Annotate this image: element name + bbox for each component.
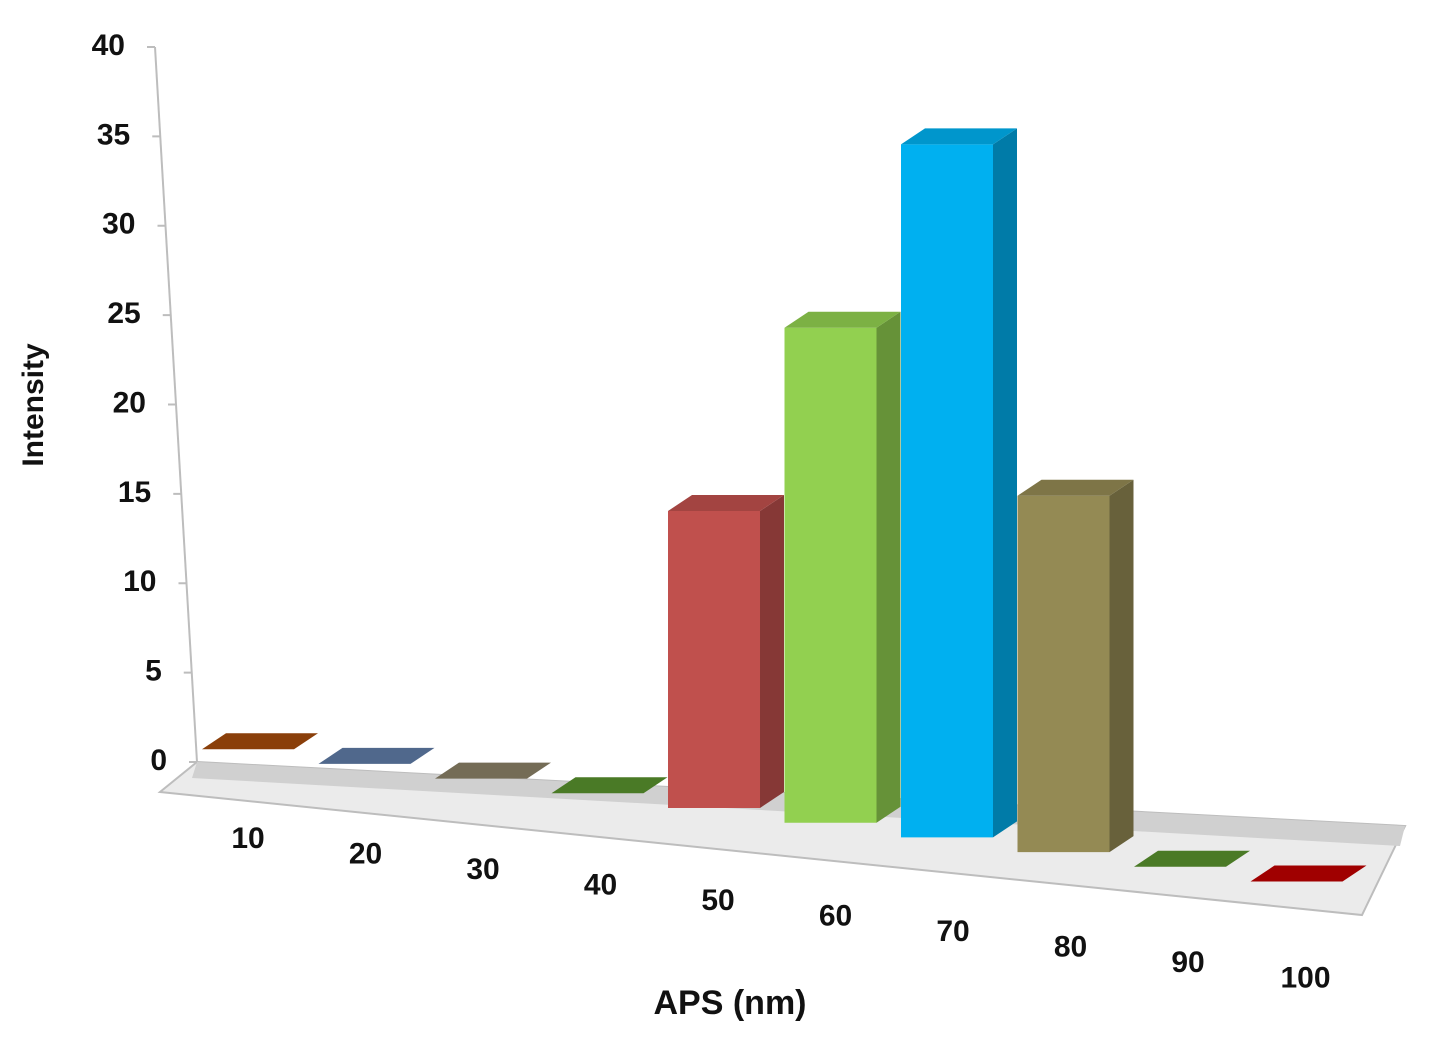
y-axis-title: Intensity (17, 343, 50, 467)
y-tick-label: 0 (150, 744, 167, 777)
y-tick-label: 35 (97, 118, 130, 151)
x-tick-label: 80 (1054, 930, 1087, 963)
bar-top (551, 777, 668, 794)
bar (1134, 850, 1250, 867)
y-tick-label: 15 (118, 476, 151, 509)
bar-front (1017, 495, 1110, 853)
x-tick-label: 50 (701, 884, 734, 917)
bar (784, 311, 901, 823)
bar-top (1250, 865, 1367, 882)
y-tick-label: 5 (145, 655, 162, 688)
bar-top (202, 733, 318, 750)
bar (318, 747, 435, 764)
bar-front (668, 511, 760, 808)
bar (435, 762, 551, 779)
bar-side (1109, 479, 1134, 853)
bar-top (668, 495, 784, 511)
bar (551, 777, 668, 794)
y-tick-label: 25 (107, 297, 140, 330)
y-tick-label: 30 (102, 208, 135, 241)
bar-top (901, 128, 1017, 145)
bar-front (901, 144, 993, 838)
bar-top (318, 747, 435, 764)
bar-side (993, 128, 1017, 838)
x-tick-label: 60 (819, 899, 852, 932)
x-tick-label: 70 (936, 915, 969, 948)
bar-side (760, 495, 784, 808)
x-axis-title: APS (nm) (654, 984, 807, 1022)
bar (1017, 479, 1134, 853)
x-tick-label: 20 (349, 837, 382, 870)
bar-top (435, 762, 551, 779)
bar-top (1017, 479, 1134, 496)
x-tick-label: 10 (231, 822, 264, 855)
y-tick-label: 20 (113, 386, 146, 419)
bar (1250, 865, 1367, 882)
bar (901, 128, 1017, 838)
bar-side (876, 311, 901, 823)
y-tick-label: 40 (92, 29, 125, 62)
x-tick-label: 30 (466, 853, 499, 886)
y-tick-label: 10 (123, 565, 156, 598)
x-tick-label: 90 (1171, 946, 1204, 979)
bar-front (784, 327, 877, 823)
bar (668, 495, 784, 808)
x-tick-label: 100 (1280, 961, 1330, 994)
bar (202, 733, 318, 750)
x-tick-label: 40 (584, 868, 617, 901)
bar-top (784, 311, 901, 328)
bar-top (1134, 850, 1250, 867)
